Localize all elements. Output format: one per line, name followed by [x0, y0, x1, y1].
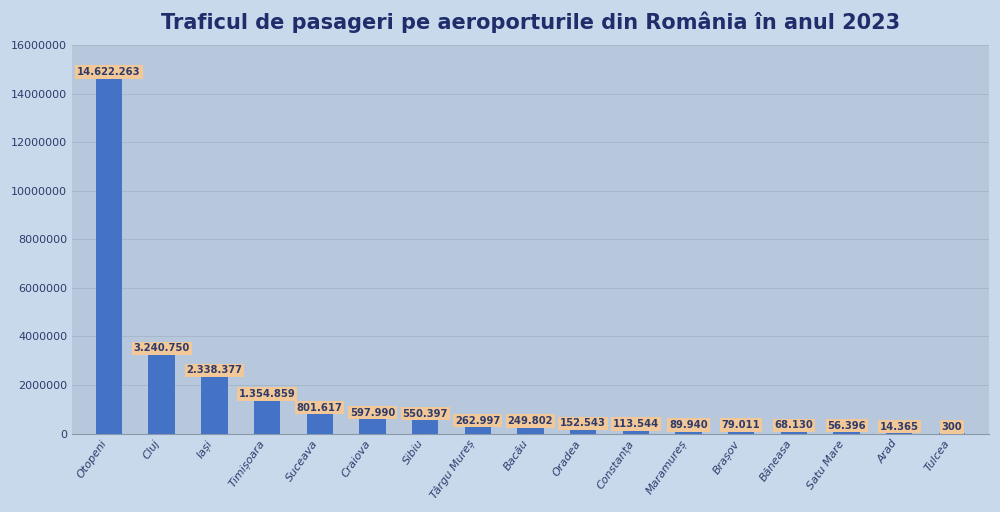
Bar	[781, 432, 807, 434]
Bar	[570, 430, 596, 434]
Text: 1.354.859: 1.354.859	[239, 389, 295, 399]
Text: 113.544: 113.544	[613, 419, 659, 429]
Title: Traficul de pasageri pe aeroporturile din România în anul 2023: Traficul de pasageri pe aeroporturile di…	[161, 11, 900, 33]
Text: 801.617: 801.617	[297, 402, 343, 413]
Text: 152.543: 152.543	[560, 418, 606, 429]
Bar	[833, 432, 860, 434]
Bar	[96, 79, 122, 434]
Text: 14.622.263: 14.622.263	[77, 67, 141, 77]
Bar	[201, 377, 228, 434]
Bar	[517, 428, 544, 434]
Bar	[623, 431, 649, 434]
Bar	[465, 427, 491, 434]
Text: 89.940: 89.940	[669, 420, 708, 430]
Text: 68.130: 68.130	[775, 420, 813, 431]
Bar	[675, 431, 702, 434]
Text: 550.397: 550.397	[402, 409, 448, 419]
Text: 2.338.377: 2.338.377	[186, 365, 242, 375]
Bar	[148, 355, 175, 434]
Bar	[254, 400, 280, 434]
Text: 79.011: 79.011	[722, 420, 761, 430]
Text: 249.802: 249.802	[508, 416, 553, 426]
Text: 56.396: 56.396	[827, 421, 866, 431]
Text: 262.997: 262.997	[455, 416, 500, 425]
Bar	[307, 414, 333, 434]
Bar	[412, 420, 438, 434]
Text: 14.365: 14.365	[880, 422, 919, 432]
Text: 3.240.750: 3.240.750	[134, 344, 190, 353]
Bar	[359, 419, 386, 434]
Bar	[728, 432, 754, 434]
Text: 300: 300	[942, 422, 962, 432]
Text: 597.990: 597.990	[350, 408, 395, 418]
